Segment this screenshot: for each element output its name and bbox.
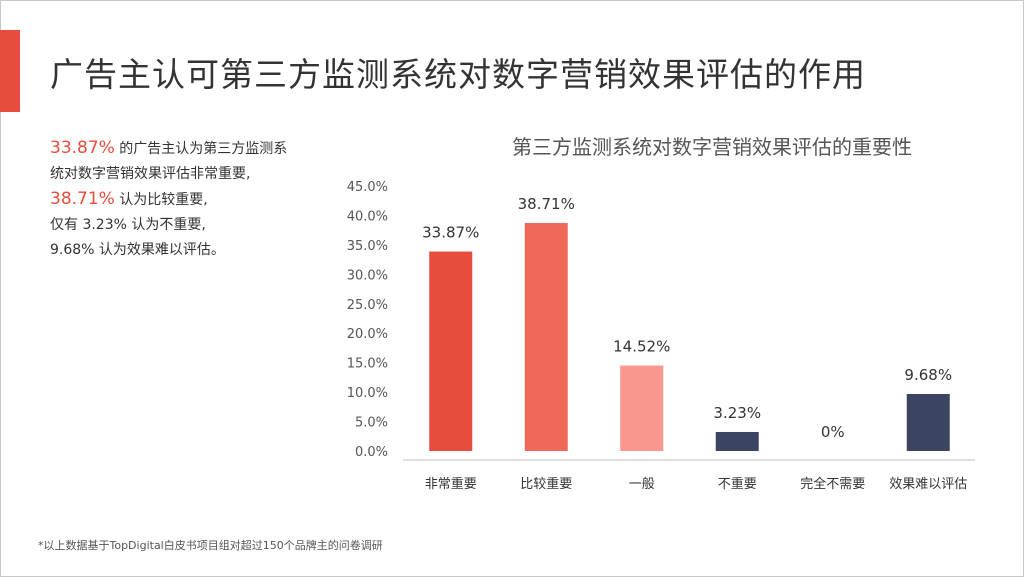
data-label: 0% [821,423,845,441]
summary-line-4: 仅有 3.23% 认为不重要, [50,217,206,233]
y-tick-label: 10.0% [347,386,388,401]
summary-highlight-very-important: 33.87% [50,138,115,158]
y-tick-label: 45.0% [347,180,388,195]
y-tick-label: 20.0% [347,327,388,342]
y-tick-label: 35.0% [347,239,388,254]
summary-line-1: 33.87% 的广告主认为第三方监测系 [50,136,325,162]
summary-highlight-important: 38.71% [50,189,115,209]
page-title: 广告主认可第三方监测系统对数字营销效果评估的作用 [50,55,866,94]
summary-line-2: 统对数字营销效果评估非常重要, [50,166,251,182]
bars: 33.87% 38.71% 14.52% 3.23% 0% 9.68% [422,195,952,451]
y-tick-label: 30.0% [347,268,388,283]
data-label: 33.87% [422,224,479,242]
y-axis: 0.0% 5.0% 10.0% 15.0% 20.0% 25.0% 30.0% 35.0% 40… [347,180,388,460]
y-tick-label: 5.0% [355,416,388,431]
bar [715,431,759,451]
bar [906,393,950,451]
x-tick-label: 完全不需要 [800,476,865,492]
bar [620,365,664,451]
x-axis: 非常重要 比较重要 一般 不重要 完全不需要 效果难以评估 [425,476,968,492]
data-label: 3.23% [713,404,761,422]
x-tick-label: 一般 [629,476,655,492]
summary-line-5: 9.68% 认为效果难以评估。 [50,242,225,258]
summary-text: 33.87% 的广告主认为第三方监测系 统对数字营销效果评估非常重要, 38.7… [50,136,325,263]
summary-line-3: 38.71% 认为比较重要, [50,187,325,213]
chart-title: 第三方监测系统对数字营销效果评估的重要性 [512,135,912,159]
data-label: 9.68% [904,366,952,384]
bar [429,251,473,451]
title-accent-bar [0,30,20,112]
x-tick-label: 比较重要 [520,476,572,492]
y-tick-label: 15.0% [347,357,388,372]
summary-text-1: 的广告主认为第三方监测系 [114,141,288,157]
bar [524,223,568,451]
y-tick-label: 40.0% [347,209,388,224]
x-tick-label: 不重要 [718,476,757,492]
summary-text-3: 认为比较重要, [114,192,208,208]
x-tick-label: 效果难以评估 [889,477,967,492]
y-tick-label: 0.0% [355,445,388,460]
data-label: 38.71% [518,195,575,213]
data-label: 14.52% [613,337,670,355]
x-tick-label: 非常重要 [425,476,477,492]
footnote: *以上数据基于TopDigital白皮书项目组对超过150个品牌主的问卷调研 [38,539,383,552]
y-tick-label: 25.0% [347,298,388,313]
